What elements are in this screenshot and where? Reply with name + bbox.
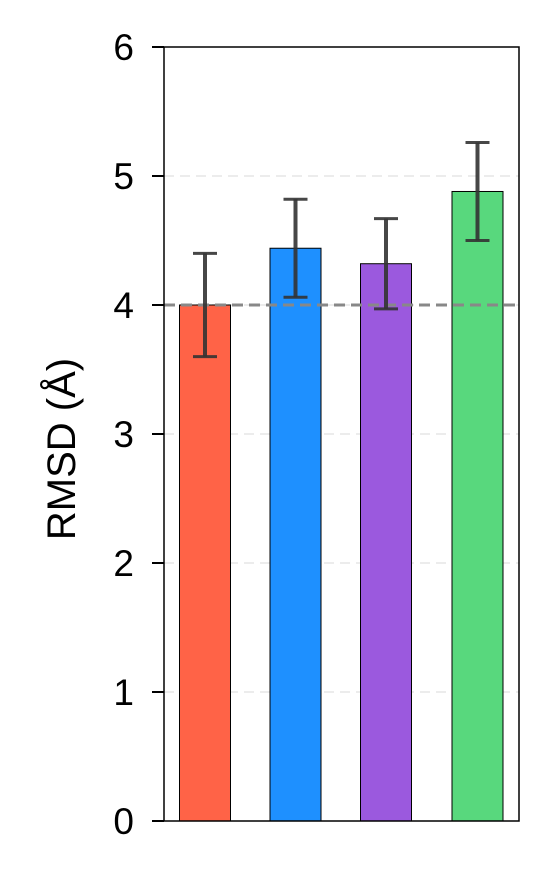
error-bar — [374, 217, 398, 311]
bar — [269, 247, 322, 822]
error-bar — [283, 197, 308, 299]
bar — [360, 263, 412, 822]
y-tick-label: 5 — [113, 156, 134, 197]
error-bar — [465, 140, 490, 242]
y-tick-label: 3 — [113, 414, 134, 455]
error-bar — [193, 251, 217, 359]
bars — [179, 190, 504, 822]
y-axis-title: RMSD (Å) — [39, 358, 84, 540]
y-tick-label: 6 — [113, 27, 134, 68]
y-tick-label: 1 — [113, 672, 134, 713]
bar — [451, 190, 504, 822]
error-bars — [193, 140, 490, 359]
y-axis: 0 1 2 3 4 5 6 — [113, 27, 164, 842]
y-tick-label: 0 — [113, 801, 134, 842]
y-tick-label: 2 — [113, 543, 134, 584]
y-tick-label: 4 — [113, 285, 134, 326]
bar — [179, 304, 231, 822]
